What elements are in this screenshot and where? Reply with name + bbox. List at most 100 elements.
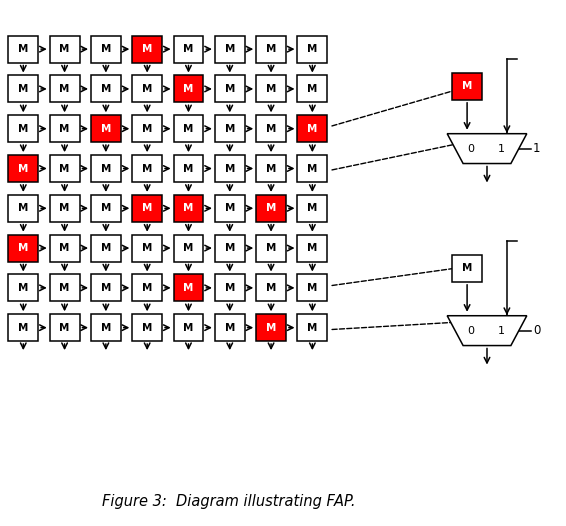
Polygon shape [447,134,527,164]
FancyBboxPatch shape [132,195,162,222]
Text: M: M [59,322,70,332]
Text: M: M [266,322,276,332]
Text: M: M [142,243,152,253]
Text: M: M [18,124,28,134]
FancyBboxPatch shape [91,76,121,103]
FancyBboxPatch shape [174,195,203,222]
Text: M: M [183,164,194,174]
Text: M: M [462,82,472,92]
Text: M: M [225,44,235,54]
FancyBboxPatch shape [132,115,162,142]
FancyBboxPatch shape [132,76,162,103]
Text: M: M [183,44,194,54]
FancyBboxPatch shape [91,275,121,301]
Text: M: M [307,44,318,54]
Text: M: M [307,283,318,293]
FancyBboxPatch shape [50,76,79,103]
FancyBboxPatch shape [174,275,203,301]
FancyBboxPatch shape [132,36,162,63]
Text: M: M [225,164,235,174]
Text: 1: 1 [498,144,504,154]
FancyBboxPatch shape [256,314,286,341]
FancyBboxPatch shape [50,235,79,261]
FancyBboxPatch shape [256,235,286,261]
Text: M: M [266,84,276,94]
Text: 0: 0 [533,324,540,337]
Text: M: M [18,203,28,213]
Text: M: M [18,44,28,54]
FancyBboxPatch shape [8,115,38,142]
Text: M: M [183,203,194,213]
FancyBboxPatch shape [215,155,245,182]
FancyBboxPatch shape [452,73,482,100]
Text: M: M [101,84,111,94]
Text: M: M [142,322,152,332]
FancyBboxPatch shape [8,195,38,222]
FancyBboxPatch shape [256,76,286,103]
FancyBboxPatch shape [174,76,203,103]
Text: M: M [142,283,152,293]
FancyBboxPatch shape [174,115,203,142]
FancyBboxPatch shape [256,36,286,63]
Text: M: M [59,124,70,134]
FancyBboxPatch shape [297,115,327,142]
Text: M: M [59,84,70,94]
FancyBboxPatch shape [132,155,162,182]
Text: M: M [142,124,152,134]
Text: M: M [142,164,152,174]
Text: M: M [266,124,276,134]
FancyBboxPatch shape [297,76,327,103]
FancyBboxPatch shape [215,235,245,261]
FancyBboxPatch shape [8,235,38,261]
FancyBboxPatch shape [174,155,203,182]
Text: Figure 3:  Diagram illustrating FAP.: Figure 3: Diagram illustrating FAP. [101,494,355,509]
Text: M: M [59,44,70,54]
FancyBboxPatch shape [297,235,327,261]
Text: M: M [101,203,111,213]
Text: M: M [59,203,70,213]
FancyBboxPatch shape [50,155,79,182]
FancyBboxPatch shape [215,275,245,301]
FancyBboxPatch shape [91,155,121,182]
FancyBboxPatch shape [215,76,245,103]
Text: M: M [266,164,276,174]
Text: M: M [183,283,194,293]
FancyBboxPatch shape [297,195,327,222]
Text: M: M [59,283,70,293]
Text: M: M [142,84,152,94]
Text: M: M [462,264,472,274]
FancyBboxPatch shape [132,314,162,341]
Text: M: M [183,243,194,253]
FancyBboxPatch shape [174,314,203,341]
FancyBboxPatch shape [215,115,245,142]
Text: M: M [266,44,276,54]
Text: M: M [225,243,235,253]
Text: M: M [307,322,318,332]
FancyBboxPatch shape [215,314,245,341]
FancyBboxPatch shape [50,314,79,341]
FancyBboxPatch shape [91,314,121,341]
Text: M: M [307,84,318,94]
Text: M: M [18,243,28,253]
Text: M: M [225,322,235,332]
Text: 0: 0 [468,144,474,154]
FancyBboxPatch shape [8,275,38,301]
Text: 1: 1 [533,142,541,155]
Text: M: M [266,283,276,293]
Text: 1: 1 [498,326,504,336]
Text: M: M [101,44,111,54]
Text: M: M [59,243,70,253]
FancyBboxPatch shape [8,314,38,341]
Text: M: M [183,84,194,94]
Text: M: M [101,283,111,293]
Text: M: M [18,283,28,293]
FancyBboxPatch shape [215,36,245,63]
FancyBboxPatch shape [297,314,327,341]
FancyBboxPatch shape [91,115,121,142]
Text: M: M [59,164,70,174]
Polygon shape [447,316,527,346]
FancyBboxPatch shape [8,36,38,63]
FancyBboxPatch shape [174,36,203,63]
FancyBboxPatch shape [256,195,286,222]
FancyBboxPatch shape [297,36,327,63]
